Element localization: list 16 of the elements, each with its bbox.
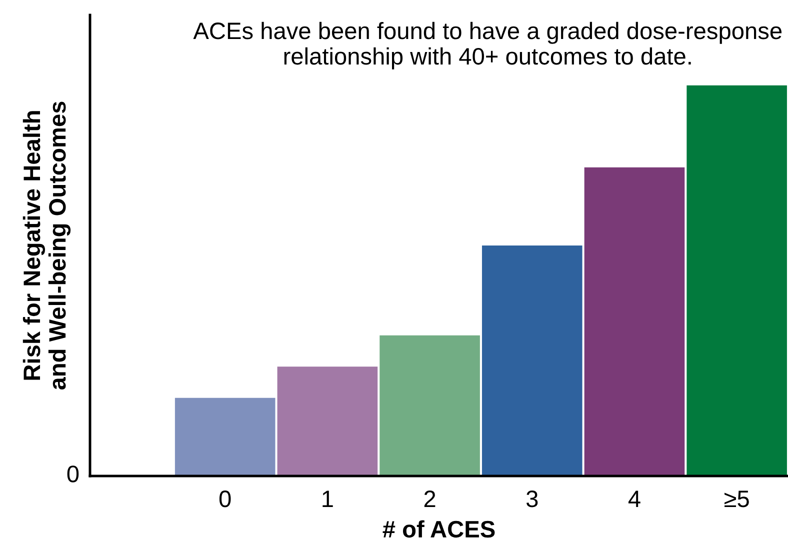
bar — [584, 167, 685, 476]
bar — [380, 335, 480, 476]
y-axis-title: Risk for Negative Health and Well-being Outcomes — [22, 102, 71, 390]
text: 0 — [67, 466, 79, 482]
x-tick-label: 1 — [322, 490, 333, 507]
x-tick-label: 0 — [219, 490, 231, 508]
bar — [174, 398, 276, 476]
x-axis-title: # of ACES — [382, 520, 495, 538]
x-tick-label: 4 — [628, 490, 640, 507]
x-tick-label: 3 — [526, 490, 538, 508]
x-tick-label: 2 — [424, 490, 436, 507]
chart-title: ACEs have been found to have a graded dose-response relationship with 40+ outcomes to date. — [193, 22, 782, 70]
bar — [277, 366, 378, 476]
bar — [686, 85, 787, 476]
bar — [482, 246, 582, 476]
x-tick-label: ≥5 — [724, 490, 749, 508]
